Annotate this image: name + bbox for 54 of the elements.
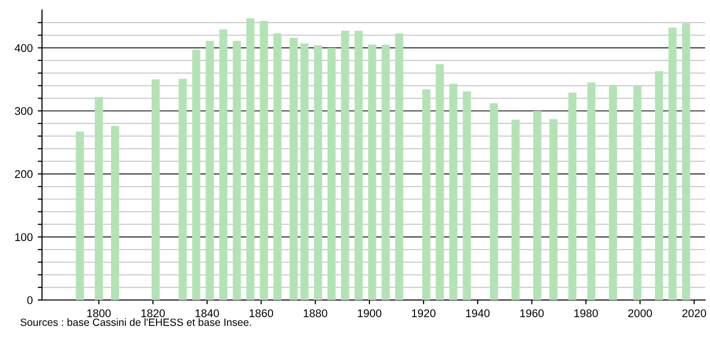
bar xyxy=(533,110,542,300)
bar xyxy=(300,43,309,300)
bar xyxy=(219,30,228,300)
x-tick-label: 1880 xyxy=(304,309,328,318)
bar xyxy=(395,33,404,300)
y-tick-label: 200 xyxy=(14,170,33,178)
bar xyxy=(232,40,241,300)
x-tick-label: 1960 xyxy=(520,309,544,318)
source-note: Sources : base Cassini de l'EHESS et base Insee. xyxy=(20,318,251,326)
bar xyxy=(462,91,471,300)
bar xyxy=(422,89,430,300)
x-tick-label: 1940 xyxy=(466,309,490,318)
bar xyxy=(290,38,298,300)
bar xyxy=(512,120,520,300)
y-tick-label: 100 xyxy=(15,233,33,242)
y-tick-label: 400 xyxy=(14,44,33,52)
bar xyxy=(368,44,376,300)
bar xyxy=(654,71,664,300)
bar xyxy=(273,33,282,300)
x-tick-label: 2000 xyxy=(628,309,652,318)
x-tick-label: 1840 xyxy=(196,309,219,318)
bar xyxy=(668,28,677,300)
bar xyxy=(633,86,642,300)
x-tick-label: 1820 xyxy=(141,309,165,318)
bar xyxy=(152,79,160,300)
x-tick-label: 1800 xyxy=(87,309,111,318)
bar xyxy=(76,132,84,300)
bar xyxy=(94,97,103,300)
bar xyxy=(490,103,498,300)
bar xyxy=(549,119,558,300)
bar xyxy=(587,82,596,300)
x-tick-label: 1920 xyxy=(412,309,436,318)
bar xyxy=(382,44,390,300)
bar xyxy=(178,78,187,300)
x-tick-label: 2020 xyxy=(682,309,706,318)
bar xyxy=(608,85,618,300)
bar xyxy=(354,30,363,300)
x-tick-label: 1860 xyxy=(250,309,274,318)
bar xyxy=(192,50,200,300)
bar xyxy=(341,30,350,300)
bar xyxy=(111,126,120,300)
bar xyxy=(314,45,322,300)
y-tick-label: 0 xyxy=(27,296,33,304)
bar xyxy=(436,64,444,300)
bar xyxy=(246,18,254,300)
bar xyxy=(327,48,336,300)
x-tick-label: 1900 xyxy=(358,309,382,318)
bar xyxy=(206,40,214,300)
bar xyxy=(682,23,690,300)
bar xyxy=(260,20,268,300)
bar xyxy=(449,84,458,300)
y-tick-label: 300 xyxy=(14,107,33,116)
x-tick-label: 1980 xyxy=(574,309,598,318)
bar xyxy=(568,92,576,300)
